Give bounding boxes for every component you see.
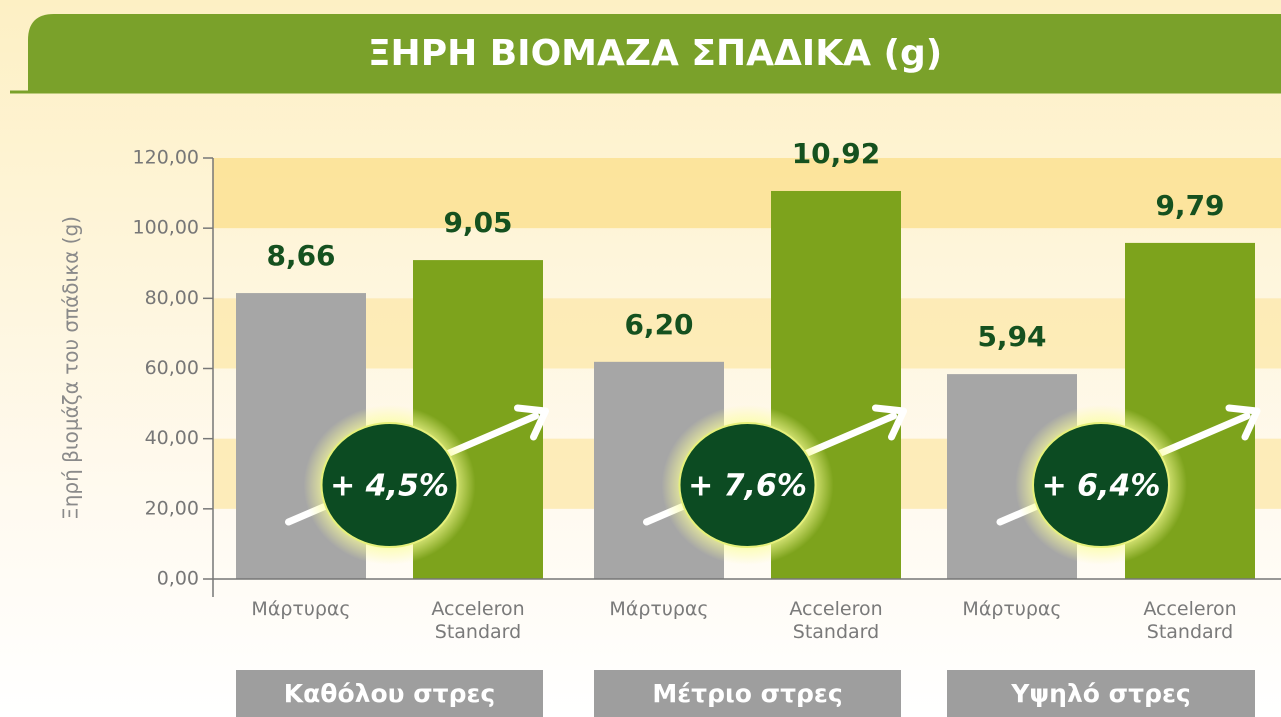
- arrow-head: [872, 404, 907, 441]
- y-axis-label: Ξηρή βιομάζα του σπάδικα (g): [59, 216, 83, 520]
- group-label: Υψηλό στρες: [947, 670, 1255, 717]
- bar-annotation: 6,20: [624, 308, 693, 341]
- y-tick-label: 20,00: [145, 497, 199, 519]
- badge: [678, 422, 817, 548]
- grid-band: [213, 298, 1281, 369]
- y-tick-label: 60,00: [145, 357, 199, 379]
- header-band: [28, 14, 1281, 92]
- x-tick-label: Μάρτυρας: [962, 598, 1062, 620]
- bar-annotation: 8,66: [266, 239, 335, 272]
- badge: [1032, 422, 1170, 548]
- x-tick-label: Acceleron Standard: [1143, 598, 1237, 643]
- group-label: Καθόλου στρες: [236, 670, 543, 717]
- badge-label: + 7,6%: [688, 469, 807, 504]
- y-tick-label: 40,00: [145, 427, 199, 449]
- chart-title: ΞΗΡΗ ΒΙΟΜΑΖΑ ΣΠΑΔΙΚΑ (g): [368, 33, 942, 74]
- y-tick-label: 120,00: [133, 147, 199, 169]
- badge-label: + 6,4%: [1042, 469, 1161, 504]
- y-tick-label: 100,00: [133, 217, 199, 239]
- x-tick-label: Acceleron Standard: [431, 598, 525, 643]
- y-tick-label: 0,00: [157, 568, 199, 590]
- arrow-head: [514, 404, 549, 441]
- grid-band: [213, 158, 1281, 229]
- badge: [320, 422, 459, 548]
- x-tick-label: Μάρτυρας: [609, 598, 709, 620]
- badge-label: + 4,5%: [330, 469, 449, 504]
- bar-annotation: 10,92: [792, 137, 881, 170]
- y-tick-label: 80,00: [145, 287, 199, 309]
- bar-annotation: 5,94: [977, 320, 1046, 353]
- x-tick-label: Μάρτυρας: [251, 598, 351, 620]
- group-label: Μέτριο στρες: [594, 670, 901, 717]
- bar-annotation: 9,05: [443, 206, 512, 239]
- bar-annotation: 9,79: [1155, 189, 1224, 222]
- x-tick-label: Acceleron Standard: [789, 598, 883, 643]
- arrow-head: [1225, 404, 1261, 441]
